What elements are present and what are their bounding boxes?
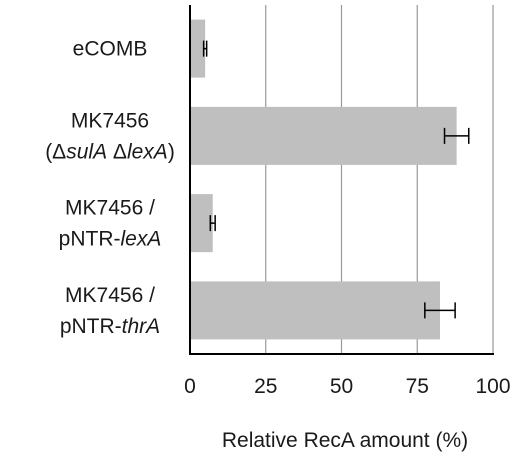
category-labels: eCOMB MK7456 (ΔsulA ΔlexA) MK7456 /pNTR-lex… bbox=[45, 38, 175, 338]
x-axis-label: Relative RecA amount (%) bbox=[222, 429, 468, 452]
bar bbox=[190, 194, 213, 253]
error-bar bbox=[202, 40, 208, 57]
x-tick-label: 75 bbox=[406, 375, 429, 398]
error-bars bbox=[202, 40, 470, 319]
x-tick-label: 0 bbox=[184, 375, 196, 398]
bar bbox=[190, 19, 206, 78]
category-label: MK7456 /pNTR-lexA bbox=[59, 197, 162, 251]
category-label: MK7456 (ΔsulA ΔlexA) bbox=[45, 109, 175, 163]
error-bar bbox=[424, 302, 456, 319]
bar bbox=[190, 106, 457, 165]
x-tick-labels: 0 25 50 75 100 bbox=[184, 375, 510, 398]
axes bbox=[189, 5, 494, 355]
x-tick-label: 100 bbox=[475, 375, 510, 398]
category-label: eCOMB bbox=[73, 38, 148, 61]
error-bar bbox=[209, 215, 216, 232]
bars bbox=[190, 19, 457, 340]
x-tick-label: 50 bbox=[330, 375, 353, 398]
error-bar bbox=[443, 127, 470, 144]
bar bbox=[190, 281, 440, 340]
category-label: MK7456 /pNTR-thrA bbox=[60, 284, 160, 338]
x-tick-label: 25 bbox=[254, 375, 277, 398]
